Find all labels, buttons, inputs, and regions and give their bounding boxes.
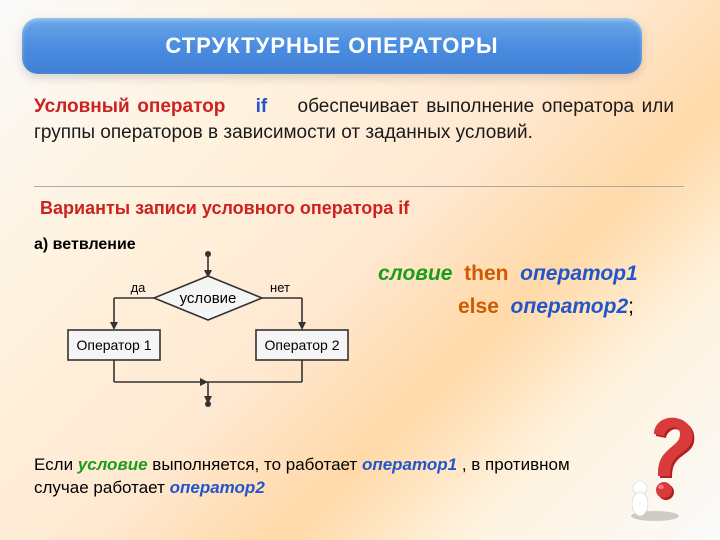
- bn-op1: оператор1: [362, 455, 457, 474]
- flowchart-branching: условие да нет Оператор 1 Оператор 2: [62, 248, 354, 408]
- syntax-op1: оператор1: [520, 262, 638, 285]
- syntax-op2: оператор2: [511, 295, 629, 318]
- subheading: Варианты записи условного оператора if: [40, 198, 409, 219]
- bn-t1: Если: [34, 455, 78, 474]
- syntax-then: then: [464, 262, 508, 285]
- bottom-note: Если условие выполняется, то работает оп…: [34, 454, 574, 500]
- bn-op2: оператор2: [170, 478, 265, 497]
- box1-label: Оператор 1: [76, 337, 151, 353]
- syntax-condition: словие: [378, 262, 452, 285]
- intro-keyword-if: if: [256, 96, 268, 117]
- syntax-line2: else оператор2;: [378, 291, 708, 324]
- intro-term: Условный оператор: [34, 96, 225, 117]
- slide-title: СТРУКТУРНЫЕ ОПЕРАТОРЫ: [22, 18, 642, 74]
- intro-paragraph: Условный оператор if обеспечивает выполн…: [34, 94, 674, 145]
- yes-label: да: [131, 280, 147, 295]
- syntax-block: словие then оператор1 else оператор2;: [378, 258, 708, 323]
- no-label: нет: [270, 280, 290, 295]
- diamond-label: условие: [180, 290, 237, 307]
- syntax-else: else: [458, 295, 499, 318]
- syntax-semi: ;: [628, 295, 634, 318]
- syntax-line1: словие then оператор1: [378, 258, 708, 291]
- bn-cond: условие: [78, 455, 148, 474]
- question-mark-icon: [610, 412, 700, 522]
- box2-label: Оператор 2: [264, 337, 339, 353]
- divider: [34, 186, 684, 187]
- bn-t2: выполняется, то работает: [152, 455, 362, 474]
